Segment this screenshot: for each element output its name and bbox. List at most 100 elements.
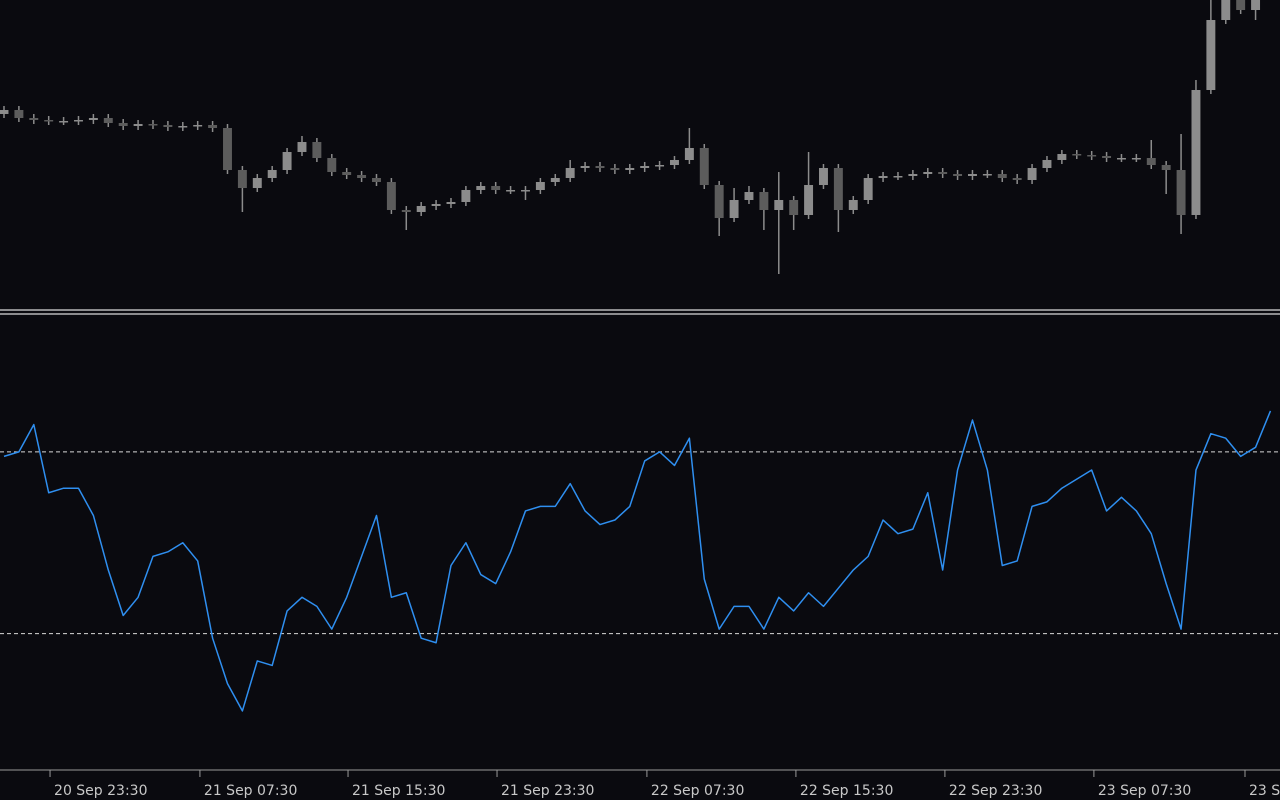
candle-body <box>1057 154 1067 160</box>
candle-body <box>252 178 262 188</box>
candle-body <box>476 186 486 190</box>
candle-body <box>193 125 203 127</box>
candle-body <box>1251 0 1261 10</box>
candle-body <box>74 120 83 122</box>
candle-body <box>1221 0 1231 20</box>
candle-body <box>774 200 784 210</box>
candle-body <box>893 176 903 178</box>
candle-body <box>848 200 858 210</box>
candle-body <box>1206 20 1216 90</box>
candle-body <box>759 192 769 210</box>
candle-body <box>327 158 337 172</box>
candle-body <box>953 174 963 176</box>
candle-body <box>923 172 933 174</box>
candle-body <box>163 125 173 127</box>
candle-body <box>1191 90 1201 215</box>
candle-body <box>1161 165 1171 170</box>
candle-body <box>237 170 247 188</box>
candle-body <box>789 200 799 215</box>
candle-body <box>521 190 530 192</box>
candle-body <box>744 192 754 200</box>
candle-body <box>118 123 128 126</box>
candle-body <box>1131 158 1141 160</box>
x-tick-label: 23 Sep 07:30 <box>1098 783 1191 799</box>
candle-body <box>819 168 828 185</box>
candle-body <box>223 128 232 170</box>
candle-body <box>29 118 39 120</box>
candle-body <box>684 148 694 160</box>
candle-body <box>833 168 843 210</box>
candle-body <box>208 125 218 128</box>
candle-body <box>44 120 54 122</box>
candle-body <box>1012 178 1022 180</box>
candle-body <box>506 190 516 192</box>
candle-body <box>714 185 724 218</box>
candle-body <box>863 178 873 200</box>
candle-body <box>133 124 143 126</box>
x-tick-label: 21 Sep 07:30 <box>204 783 297 799</box>
candle-body <box>103 118 113 123</box>
candle-body <box>178 126 188 128</box>
candle-body <box>535 182 545 190</box>
candle-body <box>267 170 277 178</box>
candle-body <box>1236 0 1246 10</box>
candle-body <box>312 142 322 158</box>
candle-body <box>1116 158 1126 160</box>
candle-body <box>88 118 98 120</box>
candle-body <box>401 210 411 212</box>
candle-body <box>968 174 977 176</box>
x-tick-label: 21 Sep 23:30 <box>501 783 594 799</box>
candle-body <box>386 182 396 210</box>
candle-body <box>908 174 918 176</box>
candle-body <box>491 186 501 190</box>
candle-body <box>565 168 575 178</box>
candle-body <box>804 185 814 215</box>
candle-body <box>550 178 560 182</box>
candle-body <box>580 166 590 168</box>
candle-body <box>729 200 739 218</box>
indicator-line <box>3 410 1272 712</box>
candle-body <box>59 121 69 123</box>
candle-body <box>0 110 9 114</box>
candle-body <box>982 174 992 176</box>
candle-body <box>416 206 426 212</box>
candle-body <box>1176 170 1186 215</box>
candle-body <box>610 168 620 170</box>
candle-body <box>372 178 381 182</box>
candle-body <box>640 166 650 168</box>
candle-body <box>446 202 456 204</box>
x-tick-label: 22 Sep 07:30 <box>651 783 744 799</box>
candle-body <box>148 124 158 126</box>
x-tick-label: 20 Sep 23:30 <box>54 783 147 799</box>
x-tick-label: 23 Sep 15:30 <box>1249 783 1280 799</box>
candle-body <box>1102 156 1112 158</box>
indicator-panel <box>0 410 1280 712</box>
candle-body <box>878 176 888 178</box>
candle-body <box>699 148 709 185</box>
candle-body <box>670 160 679 165</box>
candle-body <box>342 172 352 175</box>
candle-body <box>431 204 441 206</box>
candle-body <box>997 174 1007 178</box>
price-panel <box>0 0 1261 274</box>
candle-body <box>461 190 471 202</box>
candle-body <box>297 142 307 152</box>
x-tick-label: 22 Sep 15:30 <box>800 783 893 799</box>
x-tick-label: 22 Sep 23:30 <box>949 783 1042 799</box>
candle-body <box>1042 160 1052 168</box>
candle-body <box>1087 155 1097 157</box>
candle-body <box>655 165 665 167</box>
x-tick-label: 21 Sep 15:30 <box>352 783 445 799</box>
candle-body <box>938 172 948 174</box>
candle-body <box>282 152 292 170</box>
candle-body <box>595 166 605 168</box>
candle-body <box>1072 154 1082 156</box>
candle-body <box>357 175 367 178</box>
candle-body <box>625 168 635 170</box>
candle-body <box>14 110 24 118</box>
candle-body <box>1027 168 1037 180</box>
